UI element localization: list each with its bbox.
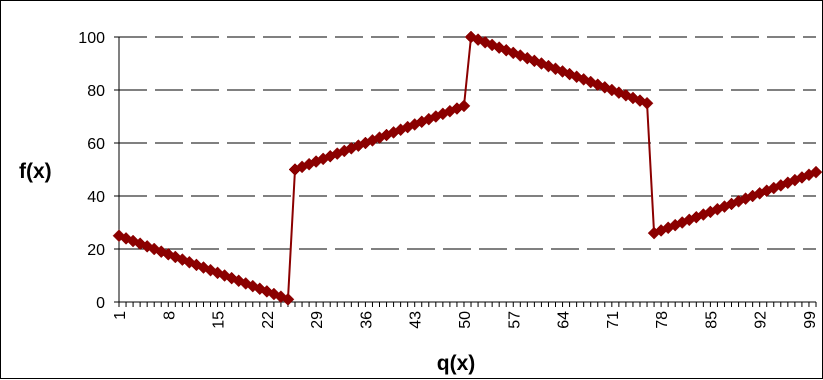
data-point-25: [281, 292, 295, 306]
x-tick-label-99: 99: [802, 311, 819, 329]
x-tick-label-50: 50: [457, 311, 474, 329]
data-point-62: [542, 59, 555, 73]
data-point-23: [267, 287, 281, 301]
y-tick-labels: 0 20 40 60 80 100: [78, 30, 105, 312]
axes: [114, 36, 817, 307]
x-tick-label-78: 78: [654, 311, 671, 329]
data-point-75: [633, 94, 647, 107]
data-point-74: [626, 91, 640, 105]
data-point-72: [612, 86, 626, 100]
x-tick-labels: 1 8 15 22 29 36 43 50 57 64 71 78 85 92 99: [112, 311, 819, 329]
x-tick-label-92: 92: [753, 311, 770, 329]
data-point-67: [577, 73, 591, 86]
x-axis-title: q(x): [437, 352, 476, 375]
data-point-20: [246, 279, 260, 293]
data-point-70: [598, 80, 612, 94]
data-point-100: [809, 165, 823, 179]
y-tick-label-20: 20: [87, 242, 105, 259]
data-point-65: [563, 67, 576, 81]
data-point-3: [126, 234, 140, 248]
x-tick-label-22: 22: [260, 311, 277, 329]
y-tick-label-40: 40: [87, 189, 105, 206]
x-tick-label-64: 64: [556, 311, 573, 329]
data-point-55: [492, 41, 506, 54]
x-tick-label-85: 85: [703, 311, 720, 329]
data-point-15: [211, 266, 224, 280]
series-group: [112, 30, 823, 306]
data-point-52: [471, 33, 485, 47]
series-line-0: [118, 35, 817, 301]
x-tick-label-36: 36: [358, 311, 375, 329]
data-point-13: [197, 261, 210, 274]
x-tick-label-43: 43: [408, 311, 425, 329]
data-point-8: [161, 247, 175, 261]
y-tick-label-80: 80: [87, 83, 105, 100]
data-point-10: [176, 253, 189, 266]
x-tick-label-71: 71: [605, 311, 622, 329]
y-tick-label-60: 60: [87, 136, 105, 153]
x-tick-label-57: 57: [506, 311, 523, 329]
data-point-60: [528, 54, 541, 68]
y-axis-title: f(x): [19, 160, 52, 183]
data-point-18: [232, 274, 246, 288]
data-point-5: [140, 239, 154, 253]
data-point-76: [640, 96, 654, 110]
x-tick-label-8: 8: [161, 311, 178, 320]
x-tick-label-15: 15: [211, 311, 228, 329]
y-tick-label-100: 100: [78, 30, 105, 47]
x-tick-label-1: 1: [112, 311, 129, 320]
data-point-57: [506, 46, 520, 60]
data-point-50: [457, 99, 471, 113]
y-tick-label-0: 0: [96, 295, 105, 312]
x-tick-label-29: 29: [309, 311, 326, 329]
